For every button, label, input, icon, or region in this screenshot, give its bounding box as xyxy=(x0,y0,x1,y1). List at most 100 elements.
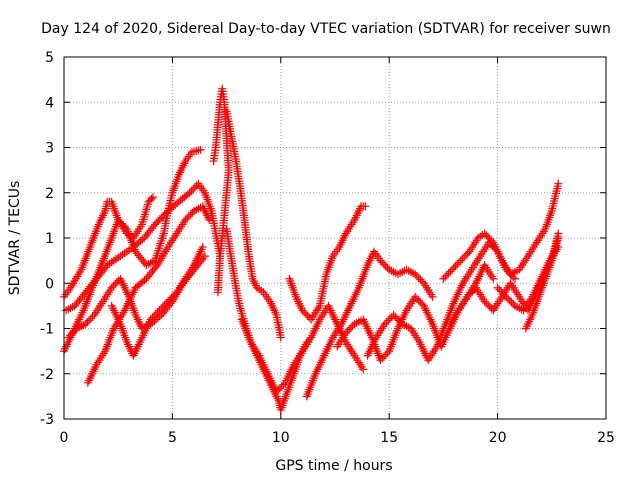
data-point xyxy=(482,299,491,308)
data-point xyxy=(69,328,78,337)
data-point xyxy=(554,179,563,188)
series-track-7 xyxy=(209,84,233,297)
series-track-6 xyxy=(64,252,209,342)
data-point xyxy=(277,382,286,391)
y-tick-label: -1 xyxy=(40,322,54,338)
data-point xyxy=(112,278,121,287)
data-point xyxy=(272,387,281,396)
data-point xyxy=(300,308,309,317)
data-point xyxy=(187,186,196,195)
data-point xyxy=(138,235,147,244)
data-point xyxy=(378,258,387,267)
data-point xyxy=(383,348,392,357)
data-point xyxy=(461,251,470,260)
data-point xyxy=(393,314,402,323)
data-point xyxy=(111,280,120,289)
axis-ticks: 0 5 10 15 20 25 -3 -2 -1 0 1 2 3 4 5 xyxy=(40,50,615,446)
data-point xyxy=(480,229,489,238)
data-point xyxy=(200,252,209,261)
data-point xyxy=(67,329,76,338)
data-point xyxy=(386,314,395,323)
data-point xyxy=(411,292,420,301)
data-point xyxy=(381,350,390,359)
data-point xyxy=(361,202,370,211)
data-point xyxy=(205,215,214,224)
data-point xyxy=(64,333,73,342)
data-point xyxy=(384,316,393,325)
data-point xyxy=(391,312,400,321)
data-point xyxy=(458,254,467,263)
data-point xyxy=(196,145,205,154)
data-point xyxy=(83,318,92,327)
data-point xyxy=(489,274,498,283)
data-point xyxy=(114,215,123,224)
series-track-18 xyxy=(521,234,563,333)
y-tick-label: 2 xyxy=(45,186,54,202)
data-points xyxy=(60,84,563,414)
data-point xyxy=(456,256,465,265)
data-point xyxy=(181,215,190,224)
x-tick-label: 10 xyxy=(272,430,290,446)
series-track-10 xyxy=(237,301,368,396)
data-point xyxy=(497,287,506,296)
data-point xyxy=(411,270,420,279)
data-point xyxy=(455,258,464,267)
data-point xyxy=(449,263,458,272)
data-point xyxy=(190,183,199,192)
data-point xyxy=(460,253,469,262)
data-point xyxy=(416,275,425,284)
data-point xyxy=(88,312,97,321)
data-point xyxy=(482,231,491,240)
data-point xyxy=(151,263,160,272)
data-point xyxy=(199,254,208,263)
data-point xyxy=(183,190,192,199)
series-track-14 xyxy=(363,238,519,365)
data-point xyxy=(463,249,472,258)
data-point xyxy=(380,319,389,328)
data-point xyxy=(343,327,352,336)
data-point xyxy=(480,297,489,306)
data-point xyxy=(184,212,193,221)
series-track-15 xyxy=(439,179,563,283)
data-point xyxy=(198,243,207,252)
data-point xyxy=(109,281,118,290)
data-point xyxy=(301,310,310,319)
data-point xyxy=(441,272,450,281)
data-point xyxy=(275,384,284,393)
data-point xyxy=(121,223,130,232)
data-point xyxy=(418,300,427,309)
x-axis-label: GPS time / hours xyxy=(275,458,392,474)
x-tick-label: 25 xyxy=(597,430,615,446)
data-point xyxy=(468,287,477,296)
data-point xyxy=(381,262,390,271)
data-point xyxy=(394,316,403,325)
data-point xyxy=(379,352,388,361)
data-point xyxy=(155,312,164,321)
data-point xyxy=(274,386,283,395)
data-point xyxy=(213,288,222,297)
data-point xyxy=(463,292,472,301)
y-axis-label: SDTVAR / TECUs xyxy=(7,181,23,296)
data-point xyxy=(414,296,423,305)
data-point xyxy=(451,262,460,271)
data-point xyxy=(186,210,195,219)
data-point xyxy=(81,319,90,328)
data-point xyxy=(148,193,157,202)
data-point xyxy=(107,283,116,292)
data-point xyxy=(115,217,124,226)
y-tick-label: 1 xyxy=(45,231,54,247)
data-point xyxy=(359,365,368,374)
data-point xyxy=(85,316,94,325)
data-point xyxy=(428,292,437,301)
data-point xyxy=(446,267,455,276)
grid xyxy=(64,57,606,419)
data-point xyxy=(485,302,494,311)
data-point xyxy=(414,273,423,282)
data-point xyxy=(185,188,194,197)
data-point xyxy=(504,294,513,303)
data-point xyxy=(554,234,563,242)
data-point xyxy=(495,285,504,294)
series-track-8 xyxy=(222,107,285,342)
